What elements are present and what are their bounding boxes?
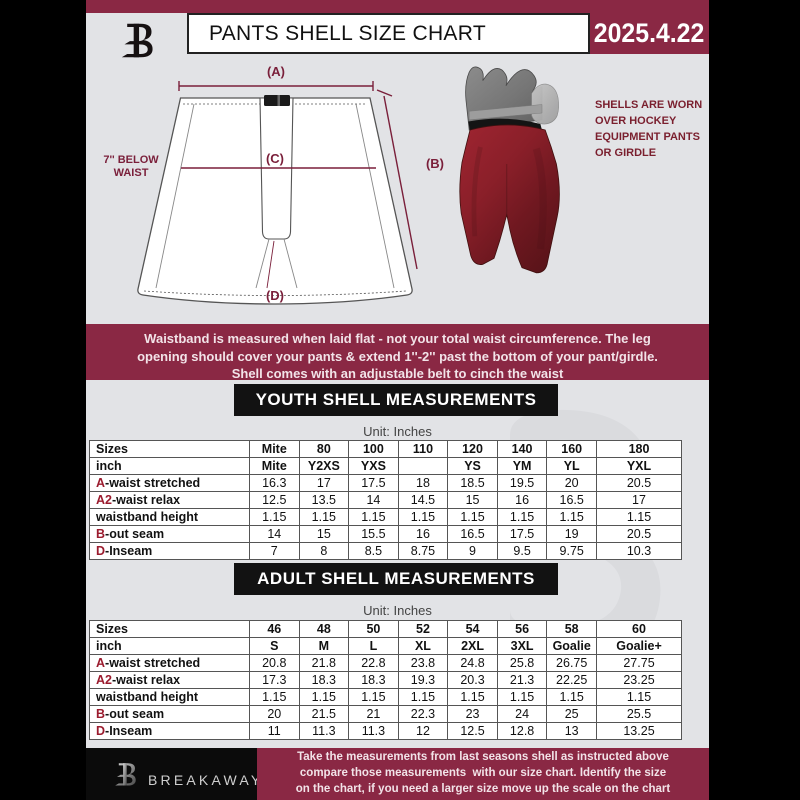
svg-text:OR GIRDLE: OR GIRDLE (595, 147, 656, 159)
svg-text:SHELLS ARE WORN: SHELLS ARE WORN (595, 99, 702, 111)
svg-text:OVER HOCKEY: OVER HOCKEY (595, 115, 677, 127)
svg-text:EQUIPMENT PANTS: EQUIPMENT PANTS (595, 131, 700, 143)
